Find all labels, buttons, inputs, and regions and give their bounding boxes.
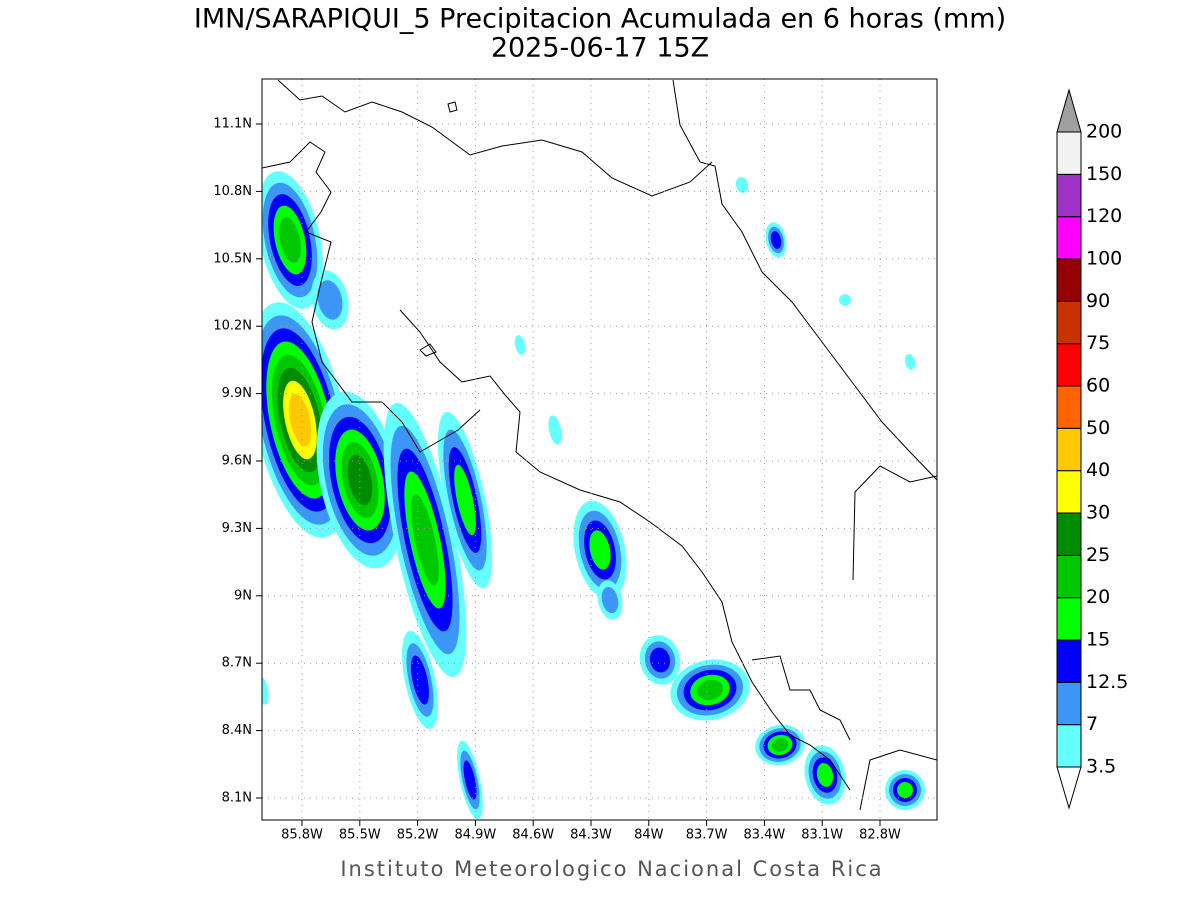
- colorbar-label: 40: [1086, 459, 1110, 481]
- lon-label: 85.8W: [281, 828, 323, 843]
- colorbar-box: [1056, 554, 1082, 599]
- lon-label: 83.4W: [743, 828, 785, 843]
- lat-label: 10.2N: [213, 319, 252, 334]
- colorbar-under-arrow: [1056, 766, 1082, 810]
- lon-label: 85.2W: [397, 828, 439, 843]
- precip-contour: [288, 393, 312, 447]
- colorbar-box: [1056, 639, 1082, 683]
- precip-contour: [463, 760, 477, 800]
- colorbar-box: [1056, 385, 1082, 429]
- footer: Instituto Meteorologico Nacional Costa R…: [340, 857, 883, 881]
- coastline: [277, 79, 713, 197]
- coastline: [672, 79, 937, 481]
- precip-contour: [347, 454, 373, 506]
- precip-contour: [904, 354, 916, 370]
- lon-label: 84.3W: [570, 828, 612, 843]
- border: [852, 465, 937, 581]
- colorbar-label: 60: [1086, 375, 1110, 397]
- colorbar-box: [1056, 427, 1082, 472]
- colorbar-box: [1056, 258, 1082, 302]
- coastline: [859, 749, 937, 811]
- colorbar-label: 200: [1086, 121, 1122, 143]
- lon-label: 85.5W: [339, 828, 381, 843]
- colorbar: 3.5 7 12.5 15 20 25 30 40 50 60 75 90 100 120 150 200: [1056, 88, 1128, 810]
- colorbar-label: 100: [1086, 248, 1122, 270]
- colorbar-label: 50: [1086, 417, 1110, 439]
- precip-contour: [601, 586, 619, 614]
- title: IMN/SARAPIQUI_5 Precipitacion Acumulada …: [194, 4, 1006, 35]
- colorbar-over-arrow: [1056, 88, 1082, 133]
- colorbar-box: [1056, 300, 1082, 345]
- lon-label: 82.8W: [859, 828, 901, 843]
- colorbar-box: [1056, 343, 1082, 387]
- map-frame: [261, 78, 938, 821]
- island: [419, 343, 437, 357]
- colorbar-box: [1056, 173, 1082, 218]
- colorbar-box: [1056, 216, 1082, 260]
- precip-contour: [735, 177, 749, 193]
- precip-contour: [548, 415, 562, 445]
- lon-label: 83.7W: [686, 828, 728, 843]
- colorbar-box: [1056, 724, 1082, 768]
- precip-contour: [649, 647, 671, 673]
- lat-label: 9.3N: [222, 521, 252, 536]
- colorbar-box: [1056, 470, 1082, 514]
- precip-contour: [897, 782, 913, 798]
- precip-contour: [411, 655, 429, 705]
- precip-contour: [770, 231, 782, 249]
- precip-contour: [454, 464, 476, 536]
- coastlines: [262, 79, 937, 811]
- colorbar-label: 3.5: [1086, 756, 1116, 778]
- lat-label: 10.5N: [213, 251, 252, 266]
- precipitation-field: [262, 171, 925, 820]
- precip-contour: [514, 335, 526, 355]
- precip-contour: [696, 679, 724, 701]
- colorbar-box: [1056, 597, 1082, 641]
- lat-label: 10.8N: [213, 184, 252, 199]
- lon-label: 84W: [634, 828, 664, 843]
- precip-contour: [816, 763, 834, 787]
- graticule: [256, 79, 937, 826]
- colorbar-label: 150: [1086, 163, 1122, 185]
- precip-contour: [262, 675, 269, 705]
- precip-contour: [411, 494, 439, 586]
- lat-label: 9N: [234, 588, 252, 603]
- island: [447, 101, 458, 113]
- precip-contour: [771, 738, 789, 752]
- colorbar-label: 20: [1086, 586, 1110, 608]
- colorbar-label: 90: [1086, 290, 1110, 312]
- lat-label: 9.6N: [222, 454, 252, 469]
- subtitle: 2025-06-17 15Z: [491, 33, 709, 64]
- coastline: [751, 655, 851, 741]
- colorbar-label: 7: [1086, 713, 1098, 735]
- lat-label: 9.9N: [222, 386, 252, 401]
- colorbar-box: [1056, 131, 1082, 175]
- colorbar-label: 15: [1086, 629, 1110, 651]
- precip-contour: [279, 217, 301, 263]
- colorbar-label: 75: [1086, 332, 1110, 354]
- coastline: [262, 141, 481, 453]
- precip-contour: [317, 280, 343, 320]
- colorbar-label: 25: [1086, 544, 1110, 566]
- lon-label: 83.1W: [801, 828, 843, 843]
- lat-label: 11.1N: [213, 117, 252, 132]
- lat-label: 8.1N: [222, 791, 252, 806]
- colorbar-box: [1056, 681, 1082, 726]
- colorbar-label: 12.5: [1086, 671, 1128, 693]
- lat-label: 8.4N: [222, 723, 252, 738]
- lon-label: 84.9W: [454, 828, 496, 843]
- colorbar-label: 30: [1086, 502, 1110, 524]
- precip-contour: [839, 294, 851, 306]
- lon-label: 84.6W: [512, 828, 554, 843]
- colorbar-box: [1056, 512, 1082, 556]
- lat-label: 8.7N: [222, 656, 252, 671]
- colorbar-label: 120: [1086, 205, 1122, 227]
- precip-contour: [589, 530, 611, 570]
- coastline: [399, 309, 851, 791]
